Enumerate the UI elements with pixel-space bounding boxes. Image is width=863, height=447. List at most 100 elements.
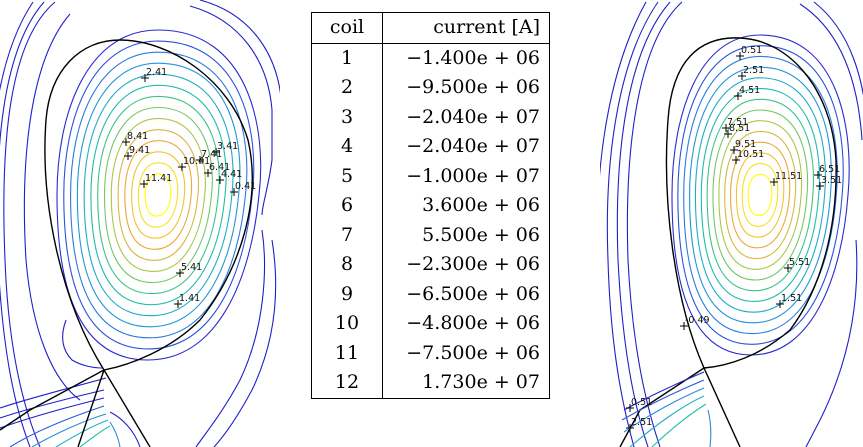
table-row: 9 −6.500e + 06 [311,279,550,309]
contour-line [706,98,815,292]
contour-label: 9.41 [124,145,150,160]
left-contour-lines [56,29,262,361]
contour-line [671,34,850,356]
coil-number-cell: 6 [311,191,383,221]
current-value-cell: −2.040e + 07 [382,132,550,162]
contour-value-text: 6.41 [209,162,230,173]
contour-value-text: 0.51 [631,397,652,408]
coil-number-cell: 5 [311,161,383,191]
contour-label: 2.41 [141,67,167,82]
contour-value-text: 5.51 [789,257,810,268]
table-row: 7 5.500e + 06 [311,220,550,250]
current-value-cell: −7.500e + 06 [382,338,550,368]
contour-label: 0.41 [230,181,256,196]
contour-label: 10.41 [178,156,210,171]
current-value-cell: −2.300e + 06 [382,250,550,280]
contour-label: 8.51 [724,123,750,138]
contour-label: 5.41 [176,262,202,277]
current-value-cell: −6.500e + 06 [382,279,550,309]
right-outer-flux-lines [600,1,863,447]
left-contour-labels: 2.41 8.41 9.41 10.417.413.41 6.414.41 11.41 0.… [122,67,256,308]
contour-value-text: 11.51 [775,171,802,182]
contour-label: 4.51 [734,85,760,100]
contour-line [730,141,791,249]
coil-number-cell: 12 [311,368,383,398]
contour-value-text: 10.41 [183,156,210,167]
contour-label: 2.51 [626,417,652,432]
contour-label: 0.51 [736,45,762,60]
contour-label: 0.51 [626,397,652,412]
table-row: 6 3.600e + 06 [311,191,550,221]
contour-label: 11.41 [140,173,172,188]
coil-number-cell: 11 [311,338,383,368]
contour-label: 8.41 [122,131,148,146]
contour-value-text: 10.51 [737,149,764,160]
right-contour-lines [671,34,850,356]
contour-label: -0.49 [680,315,710,330]
contour-label: 5.51 [784,257,810,272]
contour-label: 1.41 [174,293,200,308]
contour-value-text: 0.51 [741,45,762,56]
contour-value-text: 1.41 [179,293,200,304]
table-row: 12 1.730e + 07 [311,368,550,398]
coil-number-cell: 4 [311,132,383,162]
table-row: 11 −7.500e + 06 [311,338,550,368]
contour-label: 2.51 [738,65,764,80]
contour-label: 6.51 [814,164,840,179]
coil-number-cell: 1 [311,43,383,73]
contour-label: 10.51 [732,149,764,164]
contour-line [694,77,826,313]
contour-line [90,84,227,306]
left-divertor-flux-lines [0,377,141,447]
current-value-cell: 1.730e + 07 [382,368,550,398]
contour-line [741,163,779,227]
contour-line [97,95,220,295]
contour-value-text: 3.41 [217,141,238,152]
contour-label: 11.51 [770,171,802,186]
contour-value-text: 8.41 [127,131,148,142]
table-row: 5 −1.000e + 07 [311,161,550,191]
table-row: 1 −1.400e + 06 [311,43,550,73]
table-row: 3 −2.040e + 07 [311,102,550,132]
contour-line [735,152,785,238]
contour-value-text: 1.51 [781,293,802,304]
contour-line [137,162,179,228]
contour-line [683,55,838,335]
table-row: 4 −2.040e + 07 [311,132,550,162]
contour-label: 6.41 [204,162,230,177]
contour-line [70,51,248,339]
contour-label: 7.41 [196,149,222,164]
contour-label: 1.51 [776,293,802,308]
coil-number-cell: 3 [311,102,383,132]
contour-value-text: 7.41 [201,149,222,160]
contour-line [144,173,172,217]
table-row: 2 −9.500e + 06 [311,73,550,103]
contour-line [131,151,186,239]
current-column-header: current [A] [382,12,550,44]
left-outer-flux-lines [0,0,280,447]
coil-number-cell: 9 [311,279,383,309]
contour-label: 9.51 [730,139,756,154]
contour-value-text: 2.51 [743,65,764,76]
contour-value-text: 4.51 [739,85,760,96]
current-value-cell: 3.600e + 06 [382,191,550,221]
right-divertor-flux-lines [621,371,712,447]
contour-value-text: 7.51 [727,117,748,128]
contour-line [124,140,193,250]
contour-line [110,118,206,272]
contour-line [83,73,234,317]
contour-label: 7.51 [722,117,748,132]
left-contour-plot: 2.41 8.41 9.41 10.417.413.41 6.414.41 11.41 0.… [0,0,280,447]
contour-line [724,130,797,260]
contour-line [718,120,803,270]
contour-line [63,40,255,350]
coil-column-header: coil [311,12,383,44]
contour-value-text: -0.49 [685,315,710,326]
contour-value-text: 3.51 [821,175,842,186]
coil-current-table: coil current [A] 1 −1.400e + 06 2 −9.500e +… [311,12,550,399]
contour-label: 3.51 [816,175,842,190]
left-private-flux-lines [62,319,103,369]
current-value-cell: −9.500e + 06 [382,73,550,103]
